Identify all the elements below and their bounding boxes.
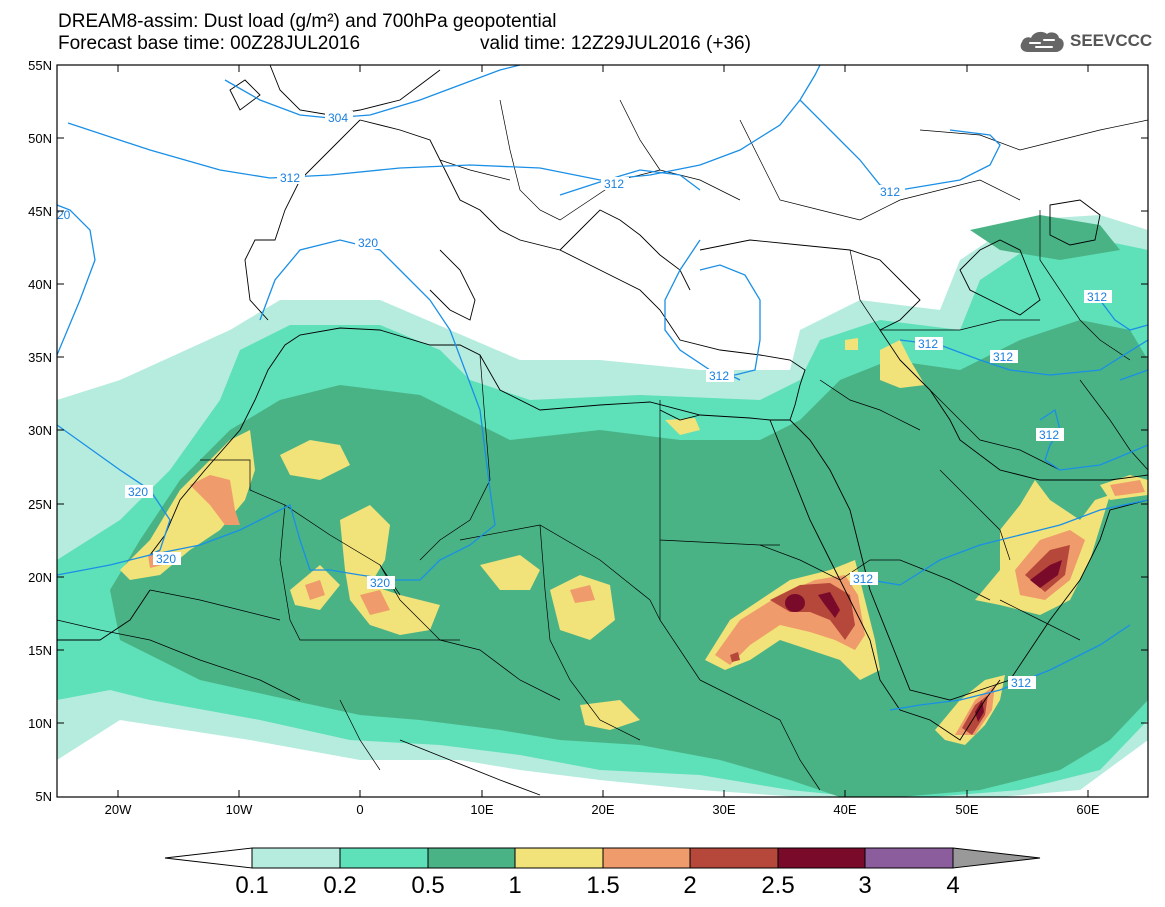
colorbar-segment xyxy=(777,847,866,869)
contour-label: 312 xyxy=(1087,290,1107,304)
dust-level-0.5-ne xyxy=(970,215,1120,260)
contour-label: 20 xyxy=(57,208,71,222)
dust-level-2.5 xyxy=(785,560,1062,722)
contour-label: 312 xyxy=(853,572,873,586)
colorbar-segment xyxy=(864,847,954,869)
lon-label: 0 xyxy=(356,802,363,817)
lat-label: 50N xyxy=(28,131,52,146)
colorbar-label: 2 xyxy=(683,872,696,899)
lat-label: 25N xyxy=(28,497,52,512)
colorbar-label: 1.5 xyxy=(586,872,619,899)
lat-label: 5N xyxy=(35,789,52,804)
lat-label: 20N xyxy=(28,570,52,585)
contour-label: 312 xyxy=(1011,676,1031,690)
colorbar-label: 3 xyxy=(858,872,871,899)
lon-label: 40E xyxy=(833,802,856,817)
colorbar-label: 1 xyxy=(508,872,521,899)
lon-labels: 20W 10W 0 10E 20E 30E 40E 50E 60E xyxy=(105,802,1100,817)
lon-label: 20E xyxy=(591,802,614,817)
contour-label: 312 xyxy=(880,185,900,199)
lat-label: 35N xyxy=(28,350,52,365)
contour-label: 312 xyxy=(918,337,938,351)
colorbar-label: 2.5 xyxy=(761,872,794,899)
colorbar-label: 4 xyxy=(946,872,959,899)
lat-label: 30N xyxy=(28,423,52,438)
lon-label: 20W xyxy=(105,802,132,817)
lon-label: 10E xyxy=(470,802,493,817)
colorbar-segment xyxy=(427,847,516,869)
country-borders xyxy=(57,99,1148,791)
colorbar-over-arrow xyxy=(952,847,1041,869)
contour-label: 304 xyxy=(328,111,348,125)
contour-label: 320 xyxy=(370,576,390,590)
map-title: DREAM8-assim: Dust load (g/m²) and 700hP… xyxy=(58,11,557,32)
colorbar-segment xyxy=(689,847,779,869)
lon-label: 50E xyxy=(955,802,978,817)
colorbar-under-arrow xyxy=(164,847,253,869)
valid-time: valid time: 12Z29JUL2016 (+36) xyxy=(480,33,751,54)
contour-label: 320 xyxy=(156,552,176,566)
contour-label-group: 304 312 312 312 320 320 320 320 312 312 … xyxy=(57,111,1112,690)
contour-label: 320 xyxy=(358,236,378,250)
lat-label: 10N xyxy=(28,716,52,731)
map-layers: 304 312 312 312 320 320 320 320 312 312 … xyxy=(57,65,1148,797)
lat-label: 40N xyxy=(28,277,52,292)
lat-label: 45N xyxy=(28,204,52,219)
colorbar-segment xyxy=(602,847,691,869)
contour-label: 312 xyxy=(1039,428,1059,442)
contour-label: 312 xyxy=(604,177,624,191)
colorbar-segment xyxy=(251,847,341,869)
contour-label: 312 xyxy=(709,369,729,383)
colorbar-label: 0.2 xyxy=(323,872,356,899)
lat-label: 15N xyxy=(28,643,52,658)
contour-label: 320 xyxy=(128,485,148,499)
logo-text: SEEVCCC xyxy=(1070,31,1153,50)
lat-ticks xyxy=(57,64,1148,724)
dust-level-0.5 xyxy=(110,320,1148,797)
cloud-icon xyxy=(1020,31,1064,52)
seevccc-logo: SEEVCCC xyxy=(1018,28,1152,54)
lat-label: 55N xyxy=(28,58,52,73)
colorbar: 0.1 0.2 0.5 1 1.5 2 2.5 3 4 xyxy=(164,847,1041,899)
contour-label: 312 xyxy=(993,350,1013,364)
lon-label: 10W xyxy=(226,802,253,817)
colorbar-label: 0.1 xyxy=(235,872,268,899)
lon-label: 60E xyxy=(1076,802,1099,817)
lat-labels: 55N 50N 45N 40N 35N 30N 25N 20N 15N 10N … xyxy=(28,58,52,804)
forecast-base-time: Forecast base time: 00Z28JUL2016 xyxy=(58,33,361,54)
colorbar-label: 0.5 xyxy=(411,872,444,899)
lon-ticks xyxy=(117,65,1089,797)
lon-label: 30E xyxy=(712,802,735,817)
contour-label: 312 xyxy=(280,171,300,185)
colorbar-segment xyxy=(339,847,429,869)
colorbar-segment xyxy=(514,847,604,869)
